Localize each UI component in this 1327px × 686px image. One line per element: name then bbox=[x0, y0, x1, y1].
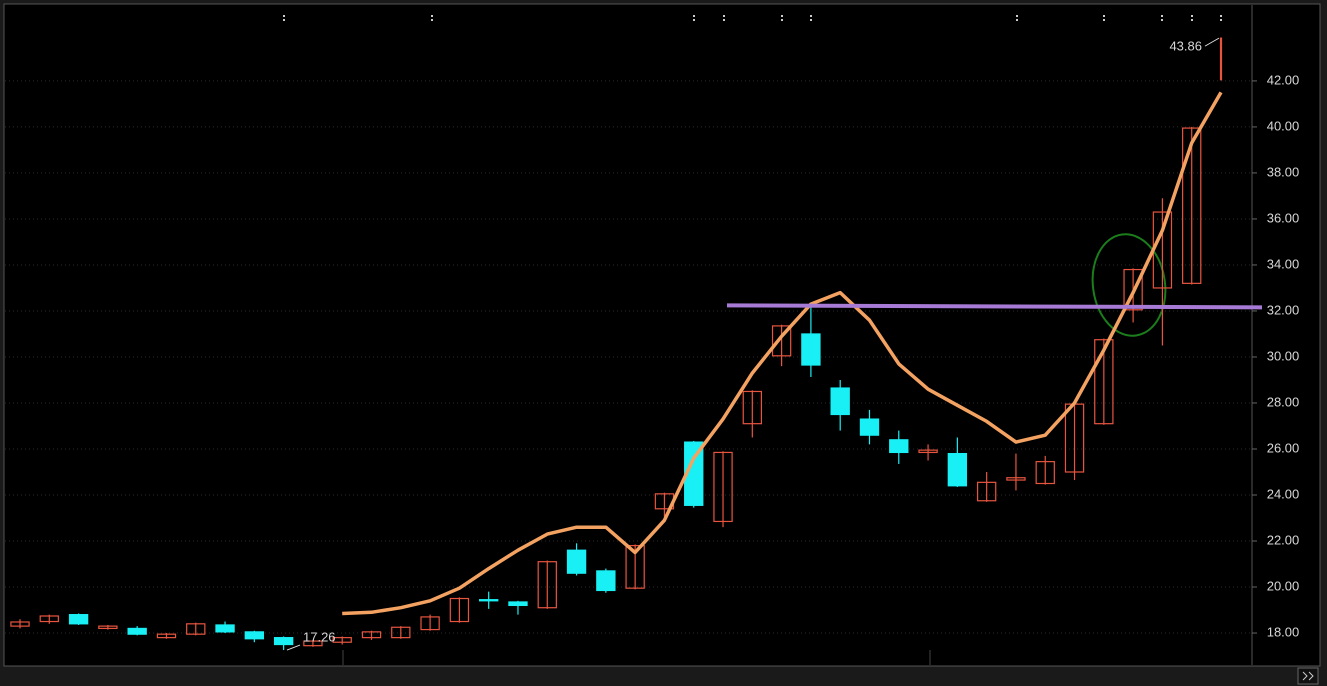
resistance-line bbox=[726, 303, 1263, 310]
candle-body bbox=[771, 325, 792, 357]
candle-body bbox=[625, 545, 645, 589]
y-tick-label: 42.00 bbox=[1267, 72, 1300, 87]
scroll-icon bbox=[1302, 671, 1314, 681]
candle-body bbox=[889, 439, 909, 454]
candle-body bbox=[186, 623, 206, 635]
candle-body bbox=[1094, 339, 1114, 425]
y-tick-label: 20.00 bbox=[1267, 578, 1300, 593]
candle-body bbox=[156, 633, 177, 639]
candle-body bbox=[742, 390, 762, 425]
candle-body bbox=[1182, 127, 1202, 284]
candle-body bbox=[449, 597, 470, 623]
max-pointer bbox=[1204, 37, 1220, 47]
candle-body bbox=[39, 615, 59, 623]
y-tick-label: 32.00 bbox=[1267, 302, 1300, 317]
candle-body bbox=[830, 387, 850, 416]
event-markers bbox=[283, 15, 1222, 23]
y-tick-label: 36.00 bbox=[1267, 210, 1300, 225]
candle-body bbox=[859, 418, 880, 436]
min-label: 17.26 bbox=[303, 629, 336, 644]
y-tick-label: 18.00 bbox=[1267, 624, 1300, 639]
candle-body bbox=[508, 601, 528, 607]
candle-body bbox=[479, 599, 499, 602]
candle-body bbox=[244, 631, 265, 640]
candle-body bbox=[361, 631, 382, 639]
candle-body bbox=[332, 637, 352, 643]
y-tick-label: 40.00 bbox=[1267, 118, 1300, 133]
candle-body bbox=[918, 449, 938, 454]
candle-body bbox=[1064, 403, 1085, 473]
candle-body bbox=[713, 451, 733, 523]
scroll-button[interactable] bbox=[1297, 667, 1319, 685]
y-tick-label: 22.00 bbox=[1267, 532, 1300, 547]
candle-body bbox=[303, 640, 323, 647]
candle-body bbox=[1035, 461, 1055, 485]
candle-body bbox=[1006, 477, 1026, 481]
candle-body bbox=[596, 570, 616, 592]
candle-body bbox=[391, 626, 411, 639]
max-label: 43.86 bbox=[1169, 39, 1202, 54]
marker bbox=[283, 15, 1222, 23]
candle-body bbox=[947, 452, 968, 487]
candle-body bbox=[537, 561, 557, 609]
candle-body bbox=[68, 614, 89, 625]
y-tick-label: 34.00 bbox=[1267, 256, 1300, 271]
candle-body bbox=[273, 637, 294, 646]
y-tick-label: 24.00 bbox=[1267, 486, 1300, 501]
candle-body bbox=[215, 624, 235, 633]
y-tick-label: 38.00 bbox=[1267, 164, 1300, 179]
highlight-ellipse bbox=[1091, 233, 1167, 337]
y-tick-label: 30.00 bbox=[1267, 348, 1300, 363]
candle-body bbox=[10, 621, 30, 627]
candle-body bbox=[420, 616, 440, 631]
plot-background bbox=[3, 3, 1321, 667]
candle-body bbox=[98, 625, 118, 630]
candle-body bbox=[127, 627, 147, 635]
candle-body bbox=[801, 333, 821, 366]
y-tick-label: 26.00 bbox=[1267, 440, 1300, 455]
candle-body bbox=[1219, 37, 1223, 81]
candle-body bbox=[566, 549, 587, 574]
candle-body bbox=[976, 481, 997, 502]
y-tick-label: 28.00 bbox=[1267, 394, 1300, 409]
candle-body bbox=[1152, 211, 1173, 289]
min-pointer bbox=[286, 644, 301, 651]
moving-average bbox=[342, 91, 1223, 616]
candle-body bbox=[1123, 268, 1143, 311]
